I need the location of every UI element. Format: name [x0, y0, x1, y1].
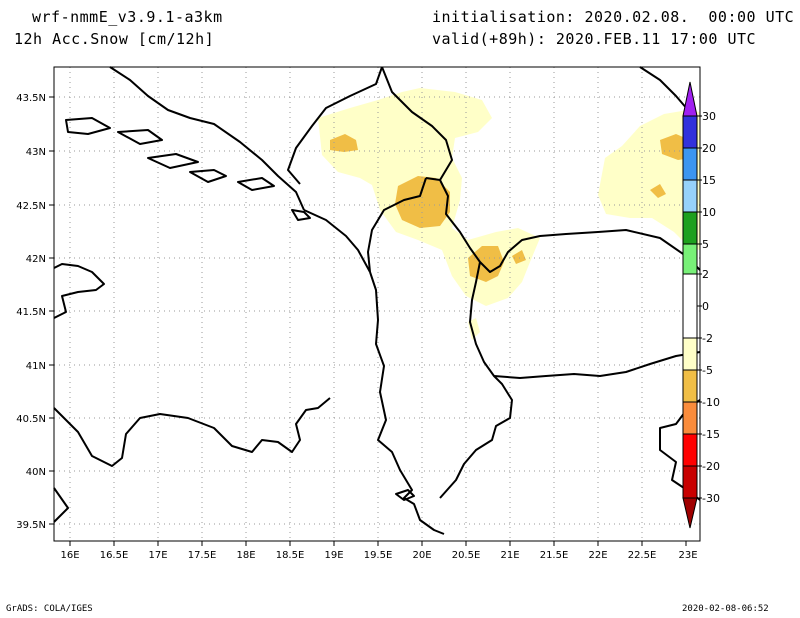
- colorbar-segment: [682, 369, 698, 403]
- lat-label: 42N: [26, 254, 46, 265]
- albania-border: [439, 261, 513, 499]
- colorbar-segment: [682, 337, 698, 371]
- colorbar-label: 2: [702, 268, 709, 281]
- lon-label: 16.5E: [100, 550, 129, 561]
- kosovo-border: [439, 179, 701, 273]
- colorbar-label: 10: [702, 206, 716, 219]
- colorbar-label: -20: [702, 460, 720, 473]
- lon-label: 22E: [588, 550, 607, 561]
- lon-label: 16E: [60, 550, 79, 561]
- lat-label: 43N: [26, 147, 46, 158]
- lat-label: 42.5N: [16, 201, 46, 212]
- variable-title: 12h Acc.Snow [cm/12h]: [14, 30, 215, 48]
- lat-label: 40.5N: [16, 414, 46, 425]
- lon-label: 18E: [236, 550, 255, 561]
- island-2: [117, 129, 163, 145]
- snow-core-4: [512, 250, 526, 264]
- lon-labels: 16E 16.5E 17E 17.5E 18E 18.5E 19E 19.5E …: [60, 550, 697, 561]
- italy-coast-heel: [53, 487, 69, 523]
- snow-core-6: [650, 184, 666, 198]
- island-4: [189, 169, 227, 183]
- italy-coast-south: [53, 397, 331, 467]
- montenegro-border: [367, 177, 427, 273]
- colorbar-segment: [682, 243, 698, 275]
- montenegro-coast: [303, 209, 371, 273]
- italy-coast: [53, 263, 105, 319]
- lat-label: 40N: [26, 467, 46, 478]
- lon-label: 22.5E: [628, 550, 657, 561]
- snow-core-1: [330, 134, 358, 152]
- lon-label: 18.5E: [276, 550, 305, 561]
- colorbar-label: -5: [702, 364, 713, 377]
- map-frame: [53, 66, 701, 542]
- corfu-island: [395, 489, 415, 501]
- lon-label: 20E: [412, 550, 431, 561]
- bosnia-border: [287, 66, 383, 185]
- colorbar-bottom-arrow: [682, 497, 698, 529]
- lon-label: 17E: [148, 550, 167, 561]
- credit: GrADS: COLA/IGES: [6, 604, 93, 614]
- serbia-bosnia-border: [381, 66, 453, 181]
- colorbar: [682, 81, 702, 529]
- colorbar-segment: [682, 465, 698, 499]
- island-6: [291, 209, 311, 221]
- colorbar-segment: [682, 179, 698, 213]
- macedonia-east: [639, 66, 689, 111]
- island-5: [237, 177, 275, 191]
- valid-time: valid(+89h): 2020.FEB.11 17:00 UTC: [432, 30, 757, 48]
- colorbar-segment: [682, 401, 698, 435]
- colorbar-label: -15: [702, 428, 720, 441]
- colorbar-label: 0: [702, 300, 709, 313]
- lat-label: 43.5N: [16, 93, 46, 104]
- colorbar-segment: [682, 115, 698, 149]
- colorbar-label: -30: [702, 492, 720, 505]
- colorbar-segment: [682, 211, 698, 245]
- lon-label: 17.5E: [188, 550, 217, 561]
- lon-label: 19E: [324, 550, 343, 561]
- colorbar-label: 20: [702, 142, 716, 155]
- model-name: wrf-nmmE_v3.9.1-a3km: [32, 8, 223, 26]
- colorbar-segment: [682, 147, 698, 181]
- coastlines-borders: [53, 66, 701, 535]
- colorbar-segment: [682, 273, 698, 339]
- island-3: [147, 153, 199, 169]
- colorbar-labels: 30 20 15 10 5 2 0 -2 -5 -10 -15 -20 -30: [702, 110, 720, 505]
- lat-labels: 43.5N 43N 42.5N 42N 41.5N 41N 40.5N 40N …: [16, 93, 46, 531]
- lon-label: 21E: [500, 550, 519, 561]
- colorbar-label: 15: [702, 174, 716, 187]
- lat-label: 39.5N: [16, 520, 46, 531]
- island-1: [65, 117, 111, 135]
- albania-coast: [369, 271, 445, 535]
- snow-shading: [318, 88, 700, 340]
- colorbar-segment: [682, 433, 698, 467]
- colorbar-label: -2: [702, 332, 713, 345]
- croatia-coast: [109, 66, 305, 211]
- colorbar-label: 30: [702, 110, 716, 123]
- macedonia-border: [493, 351, 701, 379]
- lon-label: 20.5E: [452, 550, 481, 561]
- lon-label: 23E: [678, 550, 697, 561]
- init-time: initialisation: 2020.02.08. 00:00 UTC: [432, 8, 795, 26]
- axis-ticks: [49, 96, 687, 546]
- lon-label: 21.5E: [540, 550, 569, 561]
- colorbar-label: 5: [702, 238, 709, 251]
- lon-label: 19.5E: [364, 550, 393, 561]
- colorbar-top-arrow: [682, 81, 698, 117]
- lat-label: 41N: [26, 361, 46, 372]
- timestamp: 2020-02-08-06:52: [682, 604, 769, 614]
- lat-label: 41.5N: [16, 307, 46, 318]
- colorbar-label: -10: [702, 396, 720, 409]
